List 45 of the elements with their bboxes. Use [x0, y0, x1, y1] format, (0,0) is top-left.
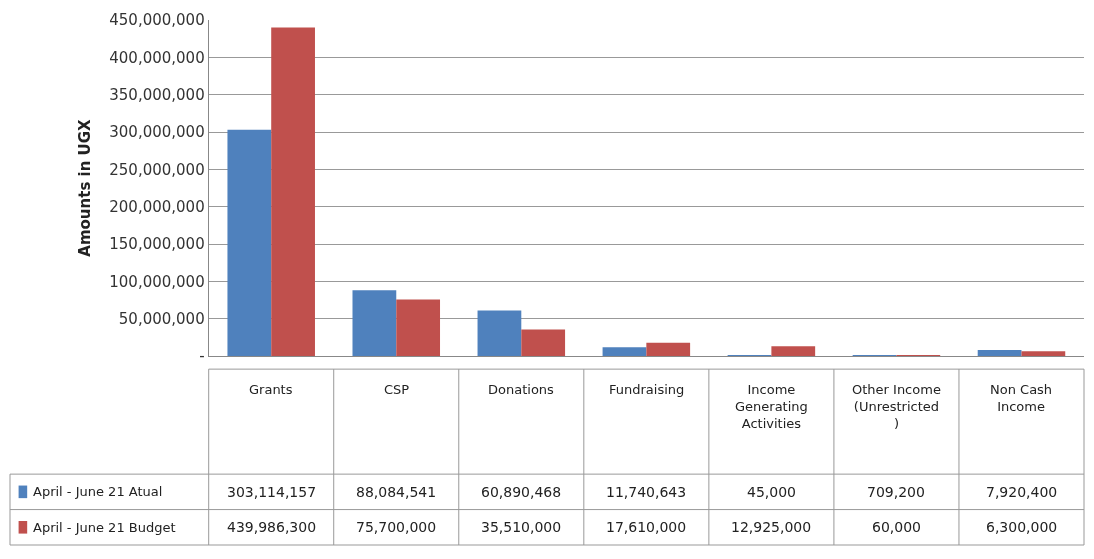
data-label: 303,114,157	[227, 484, 317, 500]
bar	[977, 350, 1022, 356]
data-label: 439,986,300	[227, 519, 317, 535]
data-label: 6,300,000	[986, 519, 1058, 535]
bar	[271, 27, 315, 356]
bar	[771, 346, 816, 356]
y-tick-label: -	[199, 347, 205, 366]
y-tick-label: 150,000,000	[109, 235, 205, 254]
y-axis-title: Amounts in UGX	[75, 118, 94, 257]
data-label: 88,084,541	[356, 484, 437, 500]
x-tick-label: Other Income (Unrestricted )	[852, 382, 941, 431]
data-label: 60,000	[872, 519, 921, 535]
bar	[1021, 351, 1066, 356]
x-tick-label: Fundraising	[609, 382, 685, 397]
bar	[396, 299, 441, 356]
y-tick-label: 450,000,000	[109, 11, 205, 30]
y-tick-label: 200,000,000	[109, 197, 205, 216]
data-label: 12,925,000	[731, 519, 812, 535]
data-label: 709,200	[867, 484, 925, 500]
y-tick-label: 100,000,000	[109, 272, 205, 291]
y-tick-label: 300,000,000	[109, 123, 205, 142]
data-label: 75,700,000	[356, 519, 437, 535]
bar	[227, 129, 272, 356]
y-tick-label: 50,000,000	[118, 309, 205, 328]
x-tick-label: Donations	[488, 382, 555, 397]
bar	[352, 290, 397, 356]
legend-label: April - June 21 Budget	[33, 520, 176, 535]
legend-label: April - June 21 Atual	[33, 484, 163, 499]
x-tick-label: CSP	[384, 382, 410, 397]
bar	[477, 310, 522, 356]
y-tick-label: 400,000,000	[109, 48, 205, 67]
x-tick-label: Grants	[249, 382, 293, 397]
y-tick-label: 350,000,000	[109, 85, 205, 104]
data-label: 17,610,000	[606, 519, 687, 535]
data-label: 7,920,400	[986, 484, 1058, 500]
bar	[602, 347, 647, 356]
x-tick-label: Income Generating Activities	[735, 382, 808, 431]
x-tick-label: Non Cash Income	[990, 382, 1053, 414]
bar	[521, 329, 566, 356]
data-label: 35,510,000	[481, 519, 562, 535]
data-label: 11,740,643	[606, 484, 687, 500]
data-label: 60,890,468	[481, 484, 562, 500]
data-label: 45,000	[747, 484, 796, 500]
bar	[646, 342, 691, 356]
y-tick-label: 250,000,000	[109, 160, 205, 179]
